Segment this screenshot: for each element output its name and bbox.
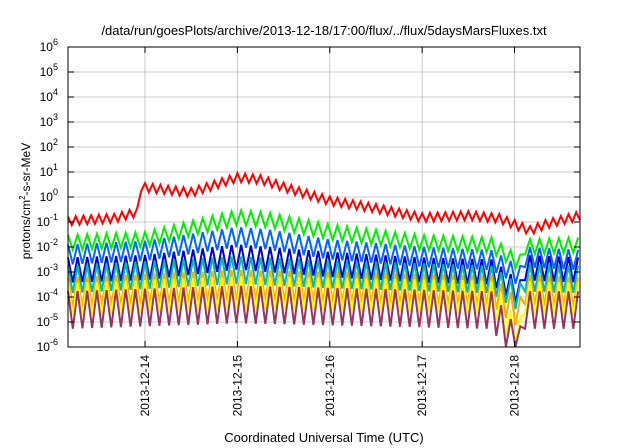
y-tick-label: 103: [40, 112, 58, 129]
x-tick-label: 2013-12-15: [230, 355, 244, 417]
y-tick-label: 10-4: [37, 287, 58, 304]
y-tick-label: 105: [40, 62, 58, 79]
series-line-4: [67, 244, 580, 303]
chart-title: /data/run/goesPlots/archive/2013-12-18/1…: [101, 23, 547, 38]
x-axis: 2013-12-14 2013-12-15 2013-12-16 2013-12-17…: [138, 47, 522, 416]
series-line-2: [67, 207, 580, 272]
y-tick-label: 10-1: [37, 212, 58, 229]
series-line-7: [67, 276, 580, 347]
series-line-1: [67, 170, 581, 236]
y-tick-label: 10-2: [37, 237, 58, 254]
y-tick-label: 104: [40, 87, 58, 104]
y-tick-label: 100: [40, 187, 58, 204]
y-tick-label: 10-5: [37, 312, 58, 329]
series-line-5: [67, 256, 580, 310]
series-line-3: [67, 227, 580, 284]
y-tick-label: 10-3: [37, 262, 58, 279]
x-axis-label: Coordinated Universal Time (UTC): [224, 430, 423, 445]
x-tick-label: 2013-12-17: [415, 355, 429, 417]
y-tick-label: 102: [40, 137, 58, 154]
series-line-8: [67, 285, 580, 348]
y-tick-label: 10-6: [37, 337, 58, 354]
x-tick-label: 2013-12-18: [508, 355, 522, 417]
y-axis: 10-6 10-5 10-4 10-3 10-2 10-1 100 101 102 103 104 1…: [37, 37, 580, 354]
x-tick-label: 2013-12-14: [138, 355, 152, 417]
y-tick-label: 106: [40, 37, 58, 54]
x-tick-label: 2013-12-16: [323, 355, 337, 417]
series-layer: [67, 170, 581, 348]
y-tick-label: 101: [40, 162, 58, 179]
y-axis-label: protons/cm2-s-sr-MeV: [18, 143, 33, 259]
